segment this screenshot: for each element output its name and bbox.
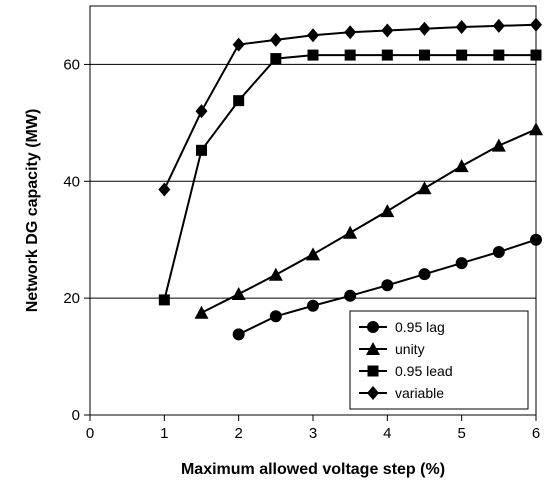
data-point-0-95-lag: [269, 310, 282, 323]
legend-item-0-95-lag: 0.95 lag: [359, 319, 445, 335]
data-point-0-95-lead: [233, 95, 245, 107]
data-point-variable: [269, 32, 282, 47]
data-point-unity: [231, 287, 246, 301]
legend-label: 0.95 lead: [395, 363, 453, 379]
legend-item-0-95-lead: 0.95 lead: [359, 363, 453, 379]
data-point-unity: [268, 267, 283, 281]
data-point-variable: [307, 28, 319, 43]
data-point-variable: [232, 37, 245, 52]
x-tick-label: 0: [86, 425, 94, 442]
series-0-95-lead: [158, 49, 542, 306]
x-tick-label: 3: [309, 425, 317, 442]
data-point-0-95-lag: [232, 328, 245, 341]
x-tick-label: 6: [532, 425, 540, 442]
y-axis-title: Network DG capacity (MW): [24, 109, 41, 313]
data-point-variable: [195, 104, 208, 119]
legend-marker-0-95-lag: [367, 321, 379, 333]
data-point-0-95-lead: [456, 49, 468, 61]
legend-label: unity: [395, 341, 425, 357]
data-point-0-95-lead: [196, 144, 207, 156]
data-point-variable: [381, 23, 394, 38]
series-line-unity: [201, 128, 537, 314]
data-point-variable: [455, 20, 468, 35]
legend-marker-unity: [366, 342, 380, 355]
data-point-variable: [158, 182, 171, 197]
data-point-unity: [306, 247, 320, 261]
legend-item-variable: variable: [359, 385, 444, 401]
x-tick-label: 1: [160, 425, 168, 442]
data-point-0-95-lag: [492, 245, 505, 258]
data-point-unity: [454, 159, 469, 173]
data-point-0-95-lag: [344, 289, 357, 302]
data-point-unity: [417, 181, 432, 195]
data-point-variable: [418, 21, 431, 36]
data-point-0-95-lag: [455, 257, 468, 270]
data-point-0-95-lag: [307, 299, 319, 312]
x-tick-label: 5: [457, 425, 465, 442]
legend: 0.95 lag unity 0.95 lead variable: [349, 310, 529, 410]
data-point-unity: [491, 138, 506, 152]
data-point-0-95-lag: [418, 268, 431, 281]
data-point-variable: [344, 25, 357, 40]
y-tick-label: 40: [63, 173, 80, 190]
gridlines: [90, 63, 536, 299]
x-tick-label: 2: [234, 425, 242, 442]
y-tick-label: 60: [63, 56, 80, 73]
data-point-0-95-lead: [158, 294, 170, 306]
data-point-unity: [380, 204, 395, 218]
legend-marker-variable: [367, 386, 379, 400]
y-tick-label: 20: [63, 290, 80, 307]
y-tick-label: 0: [72, 407, 80, 424]
data-point-variable: [492, 18, 505, 33]
x-tick-label: 4: [383, 425, 391, 442]
data-point-0-95-lead: [493, 49, 505, 61]
legend-item-unity: unity: [359, 341, 425, 357]
data-point-unity: [343, 225, 358, 239]
data-point-unity: [194, 305, 209, 319]
legend-label: 0.95 lag: [395, 319, 445, 335]
series-lines: [158, 17, 543, 341]
data-point-0-95-lead: [344, 49, 356, 61]
data-point-0-95-lead: [381, 49, 393, 61]
series-variable: [158, 17, 542, 197]
legend-label: variable: [395, 385, 444, 401]
data-point-0-95-lead: [419, 49, 430, 61]
legend-marker-0-95-lead: [367, 365, 379, 377]
data-point-0-95-lead: [307, 49, 319, 61]
series-unity: [194, 122, 543, 319]
data-point-0-95-lead: [270, 53, 282, 65]
data-point-0-95-lag: [381, 279, 394, 292]
series-line-0-95-lead: [163, 54, 536, 301]
series-line-variable: [163, 23, 537, 190]
x-axis-title: Maximum allowed voltage step (%): [181, 461, 445, 478]
